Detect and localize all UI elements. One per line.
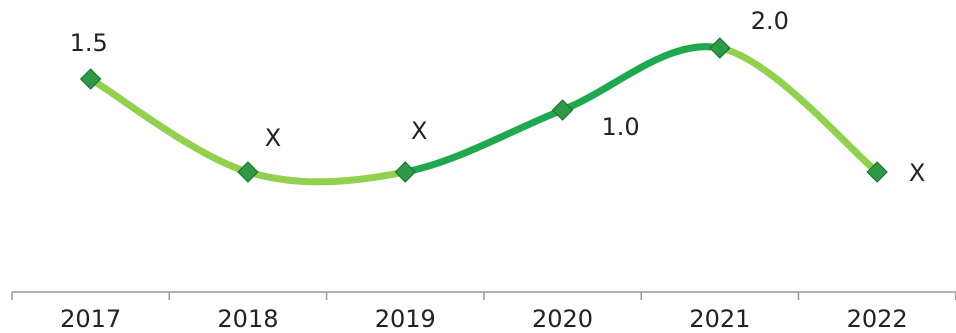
line-segment	[716, 44, 881, 176]
marker	[394, 161, 416, 183]
data-label: 1.0	[601, 113, 639, 141]
x-tick-label: 2019	[375, 305, 436, 333]
marker	[79, 68, 102, 90]
x-tick-label: 2018	[217, 305, 278, 333]
line-segment	[244, 168, 409, 186]
x-tick-label: 2017	[60, 305, 121, 333]
marker	[866, 161, 888, 183]
line-segment	[559, 43, 724, 114]
data-label: X	[909, 159, 925, 187]
line-segment	[87, 75, 252, 176]
data-label: 2.0	[751, 7, 789, 35]
data-label: 1.5	[70, 29, 108, 57]
x-tick-label: 2020	[532, 305, 593, 333]
line-segment	[401, 106, 567, 176]
data-label: X	[411, 117, 427, 145]
marker	[709, 37, 731, 59]
x-tick-label: 2022	[847, 305, 908, 333]
x-tick-label: 2021	[689, 305, 750, 333]
marker	[551, 99, 574, 121]
marker	[237, 161, 259, 183]
data-label: X	[265, 124, 281, 152]
